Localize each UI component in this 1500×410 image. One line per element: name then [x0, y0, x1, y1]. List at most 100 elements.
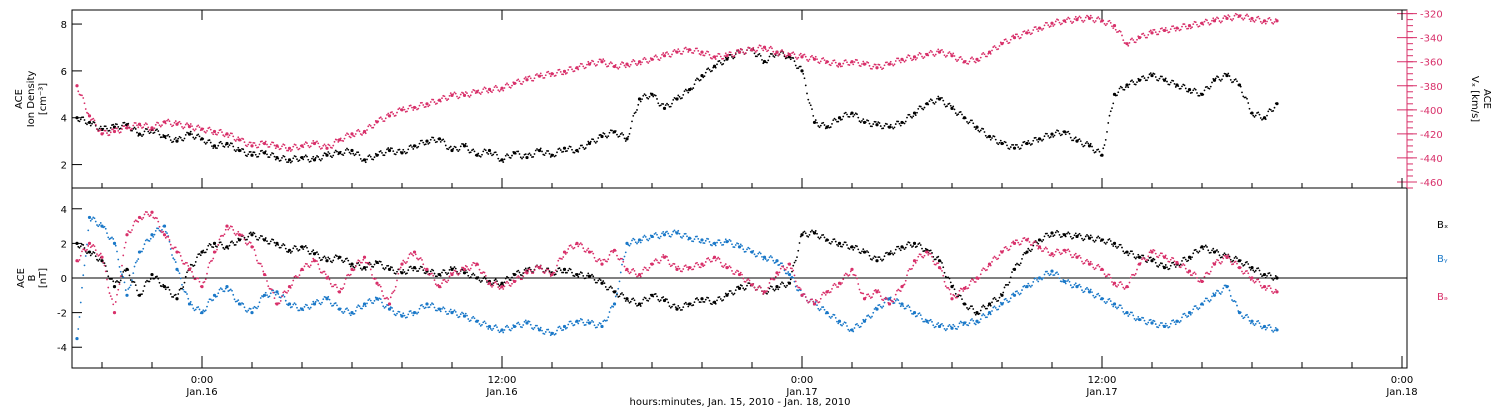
ion-density-point [768, 55, 771, 58]
ion-density-point [984, 134, 987, 137]
bz-point [92, 244, 95, 246]
vx-point [1098, 17, 1101, 20]
ion-density-point [223, 146, 226, 148]
ion-density-point [536, 148, 538, 150]
by-point [1128, 313, 1131, 316]
vx-point [432, 98, 435, 101]
by-point [1246, 313, 1248, 316]
bz-point [502, 288, 505, 290]
vx-point [1239, 14, 1242, 17]
by-point [539, 326, 542, 329]
vx-point [516, 79, 518, 82]
by-point [132, 272, 135, 274]
bx-point [1217, 250, 1220, 253]
by-point [993, 305, 996, 308]
by-point [112, 241, 117, 245]
bx-point [452, 267, 455, 270]
bx-point [607, 288, 610, 291]
vx-point [718, 53, 721, 55]
by-point [893, 302, 896, 304]
bz-point [821, 293, 823, 296]
bx-point [1250, 266, 1254, 270]
vx-point [1177, 27, 1180, 30]
bz-point [567, 248, 570, 250]
by-point [103, 225, 106, 228]
vx-point [1050, 21, 1054, 25]
ion-density-point [467, 149, 470, 151]
ion-density-point [112, 123, 115, 126]
by-point [293, 302, 296, 305]
vx-point [514, 82, 517, 85]
by-point [544, 331, 547, 333]
bz-point [281, 295, 283, 298]
bz-point [874, 288, 877, 291]
by-point [1186, 316, 1188, 318]
by-point [431, 302, 433, 305]
bz-point [791, 267, 793, 270]
bx-point [441, 271, 443, 274]
bz-point [1236, 262, 1238, 265]
bz-point [741, 273, 743, 276]
bx-point [83, 247, 86, 249]
bx-point [978, 312, 981, 315]
by-point [104, 227, 107, 230]
bz-point [1058, 251, 1061, 254]
bx-point [325, 259, 329, 263]
legend-bx: Bₓ [1437, 220, 1448, 231]
by-point [279, 296, 282, 299]
vx-point [544, 74, 547, 77]
bz-point [291, 284, 293, 286]
bz-point [1154, 252, 1157, 255]
top-right-tick-label: -440 [1420, 154, 1443, 165]
by-point [761, 255, 763, 258]
bx-point [711, 303, 713, 306]
bx-point [127, 269, 130, 271]
by-point [486, 325, 488, 328]
by-point [552, 332, 555, 334]
by-point [961, 321, 963, 324]
by-point [936, 323, 938, 326]
ion-density-point [178, 135, 181, 138]
ion-density-point [1094, 151, 1097, 153]
vx-point [1104, 24, 1107, 27]
by-point [728, 238, 731, 241]
vx-point [219, 128, 222, 131]
bz-point [1225, 255, 1229, 259]
vx-point [750, 48, 754, 52]
bx-point [1164, 264, 1167, 266]
vx-point [607, 65, 610, 67]
vx-point [678, 50, 681, 53]
vx-point [889, 60, 892, 63]
ion-density-point [608, 131, 611, 134]
bz-point [204, 278, 207, 281]
by-point [1069, 284, 1072, 287]
vx-point [1079, 16, 1082, 19]
by-point [487, 328, 490, 330]
bz-point [614, 249, 617, 252]
bz-point [656, 259, 658, 262]
bx-point [822, 233, 825, 236]
by-point [303, 305, 306, 308]
ion-density-point [184, 133, 187, 136]
bz-point [586, 249, 588, 251]
by-point [93, 217, 96, 220]
vx-point [242, 138, 245, 140]
x-tick-label-time: 0:00 [191, 375, 213, 386]
bz-point [1268, 284, 1271, 287]
bx-point [629, 300, 632, 303]
bx-point [1134, 257, 1137, 260]
by-point [1211, 295, 1213, 298]
ion-density-point [334, 149, 337, 152]
by-point [1217, 290, 1220, 292]
bx-point [1275, 276, 1279, 280]
vx-point [1128, 41, 1131, 44]
bx-point [731, 292, 733, 294]
vx-point [425, 102, 429, 106]
by-point [622, 258, 625, 261]
by-point [1086, 286, 1088, 289]
ion-density-point [1192, 89, 1195, 92]
bx-point [528, 266, 531, 269]
bz-point [906, 274, 908, 277]
vx-point [794, 56, 797, 59]
bx-point [1081, 237, 1083, 240]
